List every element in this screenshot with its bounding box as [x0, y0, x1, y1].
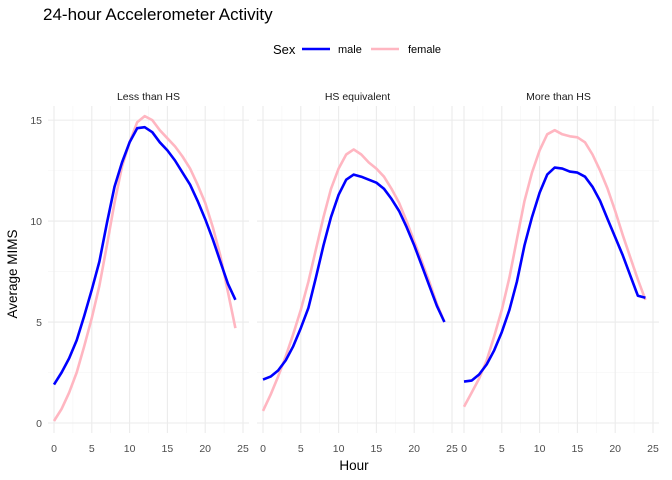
x-tick-label: 25 [446, 443, 458, 455]
y-tick-label: 10 [30, 216, 42, 228]
series-line-male [262, 173, 446, 381]
x-tick-label: 10 [534, 443, 546, 455]
facet-panel: 0 5 10 15 20 25 HS equivalent [257, 91, 458, 455]
series-line-male [463, 166, 646, 383]
x-axis-title: Hour [339, 458, 369, 473]
x-tick-label: 5 [89, 443, 95, 455]
facet-label: Less than HS [117, 91, 180, 103]
series-line-male [52, 125, 237, 386]
y-axis-title: Average MIMS [5, 229, 20, 318]
x-tick-label: 25 [647, 443, 659, 455]
x-tick-label: 20 [609, 443, 621, 455]
legend-label-female: female [408, 44, 441, 56]
y-tick-label: 0 [36, 418, 42, 430]
x-tick-label: 0 [260, 443, 266, 455]
x-tick-label: 10 [333, 443, 345, 455]
x-tick-label: 20 [408, 443, 420, 455]
chart-title: 24-hour Accelerometer Activity [43, 5, 273, 24]
x-tick-label: 15 [572, 443, 584, 455]
x-tick-label: 10 [124, 443, 136, 455]
y-tick-label: 5 [36, 317, 42, 329]
facet-label: HS equivalent [325, 91, 390, 103]
x-tick-label: 5 [298, 443, 304, 455]
x-tick-label: 15 [162, 443, 174, 455]
x-tick-label: 0 [461, 443, 467, 455]
facet-panel: 0 5 10 15 20 25 More than HS [458, 91, 659, 455]
legend-label-male: male [338, 44, 362, 56]
x-tick-label: 15 [371, 443, 383, 455]
facet-label: More than HS [526, 91, 591, 103]
series-line-female [52, 114, 237, 422]
x-tick-label: 20 [199, 443, 211, 455]
legend: Sex male female [273, 42, 441, 57]
x-tick-label: 25 [237, 443, 249, 455]
x-tick-label: 5 [499, 443, 505, 455]
x-tick-label: 0 [51, 443, 57, 455]
y-tick-label: 15 [30, 115, 42, 127]
facet-panel: 0 5 10 15 20 25 0 5 10 15 Less than HS [30, 91, 249, 455]
legend-title: Sex [273, 42, 296, 57]
series-line-female [261, 148, 446, 412]
series-line-female [462, 128, 647, 408]
